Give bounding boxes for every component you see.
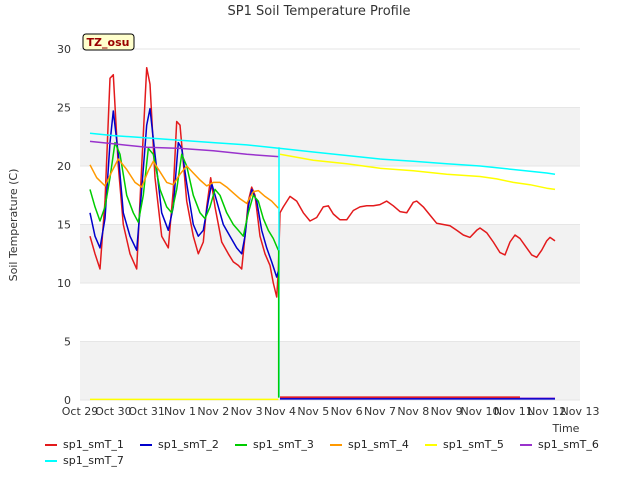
series-line-sp1_smT_5	[279, 153, 556, 191]
x-tick-label: Nov 11	[494, 405, 533, 418]
x-tick-label: Nov 1	[164, 405, 196, 418]
legend-label: sp1_smT_3	[253, 438, 314, 451]
legend-item-sp1_smT_1: sp1_smT_1	[45, 438, 124, 451]
x-axis-label: Time	[552, 422, 580, 435]
plot-band	[80, 107, 580, 166]
x-tick-label: Oct 30	[95, 405, 132, 418]
y-tick-label: 20	[57, 160, 71, 173]
legend-item-sp1_smT_4: sp1_smT_4	[330, 438, 409, 451]
legend-label: sp1_smT_7	[63, 454, 124, 467]
legend-item-sp1_smT_2: sp1_smT_2	[140, 438, 219, 451]
legend-item-sp1_smT_6: sp1_smT_6	[520, 438, 599, 451]
x-tick-label: Nov 8	[397, 405, 429, 418]
series-line-sp1_smT_1	[89, 66, 556, 298]
legend-swatch	[425, 443, 437, 446]
x-tick-label: Nov 6	[331, 405, 363, 418]
x-tick-label: Nov 2	[197, 405, 229, 418]
x-tick-label: Oct 29	[62, 405, 99, 418]
legend-item-sp1_smT_3: sp1_smT_3	[235, 438, 314, 451]
badge-text: TZ_osu	[87, 36, 130, 49]
x-tick-label: Nov 5	[297, 405, 329, 418]
legend-label: sp1_smT_5	[443, 438, 504, 451]
chart-title: SP1 Soil Temperature Profile	[228, 4, 411, 19]
x-tick-label: Oct 31	[128, 405, 165, 418]
x-tick-label: Nov 9	[431, 405, 463, 418]
y-tick-label: 15	[57, 219, 71, 232]
legend-label: sp1_smT_6	[538, 438, 599, 451]
y-tick-label: 30	[57, 43, 71, 56]
legend-swatch	[520, 443, 532, 446]
y-axis-ticks: 0 5 10 15 20 25 30	[57, 43, 71, 407]
plot-band	[80, 224, 580, 283]
x-tick-label: Nov 3	[231, 405, 263, 418]
legend-swatch	[330, 443, 342, 446]
legend-label: sp1_smT_2	[158, 438, 219, 451]
y-tick-label: 10	[57, 277, 71, 290]
legend-swatch	[140, 443, 152, 446]
x-tick-label: Nov 4	[264, 405, 296, 418]
plot-band	[80, 341, 580, 400]
y-tick-label: 25	[57, 102, 71, 115]
series-line-sp1_smT_7	[89, 132, 556, 175]
legend-label: sp1_smT_1	[63, 438, 124, 451]
series-line-sp1_smT_4	[89, 158, 279, 209]
y-axis-label: Soil Temperature (C)	[7, 169, 20, 282]
legend-item-sp1_smT_5: sp1_smT_5	[425, 438, 504, 451]
y-tick-label: 0	[64, 394, 71, 407]
x-tick-label: Nov 12	[527, 405, 566, 418]
series-lines	[89, 66, 556, 401]
legend-item-sp1_smT_7: sp1_smT_7	[45, 454, 124, 467]
series-line-sp1_smT_6	[89, 140, 279, 158]
x-tick-label: Nov 13	[561, 405, 600, 418]
series-line-sp1_smT_3	[89, 141, 279, 251]
x-tick-label: Nov 7	[364, 405, 396, 418]
x-tick-label: Nov 10	[461, 405, 500, 418]
y-tick-label: 5	[64, 336, 71, 349]
legend-swatch	[45, 443, 57, 446]
legend-label: sp1_smT_4	[348, 438, 409, 451]
station-badge: TZ_osu	[82, 33, 135, 51]
legend-swatch	[235, 443, 247, 446]
legend-swatch	[45, 459, 57, 462]
grid	[80, 48, 580, 401]
